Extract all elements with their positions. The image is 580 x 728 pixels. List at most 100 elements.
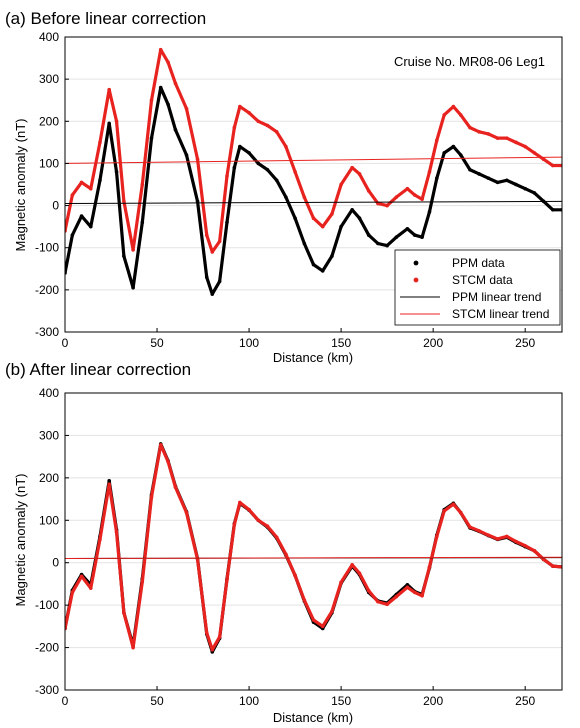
panel-a-stcm-data-point bbox=[195, 157, 200, 162]
panel-a-stcm-data-point bbox=[435, 138, 439, 143]
panel-b-series-1-point bbox=[435, 534, 439, 539]
panel-a-ppm-data-point bbox=[486, 176, 491, 180]
panel-a-stcm-data-point bbox=[385, 203, 389, 208]
panel-a-ppm-data-point bbox=[217, 279, 222, 284]
panel-b-y-tick-label: 0 bbox=[52, 556, 59, 570]
panel-a-stcm-data-point bbox=[149, 98, 154, 103]
panel-b-series-1-point bbox=[451, 502, 456, 506]
panel-a-ppm-data-point bbox=[330, 254, 334, 258]
panel-b-series-0-point bbox=[405, 582, 410, 587]
panel-a-y-tick-label: 300 bbox=[39, 72, 59, 86]
panel-a-y-tick-label: 400 bbox=[39, 30, 59, 44]
panel-b-y-tick-label: 200 bbox=[39, 471, 59, 485]
panel-a-stcm-data-point bbox=[350, 165, 354, 170]
panel-a-stcm-data-point bbox=[523, 144, 527, 149]
panel-a-ppm-data-point bbox=[149, 136, 154, 140]
panel-a-ppm-data-point bbox=[173, 127, 178, 132]
panel-a-stcm-data-point bbox=[468, 125, 472, 130]
panel-a-stcm-data-point bbox=[210, 250, 215, 254]
panel-a-stcm-data-point bbox=[311, 216, 316, 221]
panel-a-ppm-data-point bbox=[504, 178, 509, 183]
panel-b-y-axis-label: Magnetic anomaly (nT) bbox=[13, 474, 28, 607]
panel-a-ppm-data-point bbox=[140, 220, 145, 225]
panel-b-series-1-point bbox=[427, 565, 432, 569]
panel-b-series-1-point bbox=[330, 609, 334, 614]
panel-a-axes-frame bbox=[64, 36, 563, 333]
legend: PPM data STCM data PPM linear trend STCM… bbox=[394, 249, 561, 326]
panel-a-stcm-data-point bbox=[477, 130, 481, 134]
panel-a-ppm-data-point bbox=[131, 285, 135, 290]
panel-a-ppm-data-point bbox=[184, 153, 189, 157]
panel-b-series-1-point bbox=[274, 535, 279, 540]
panel-b-series-0-point bbox=[107, 479, 111, 483]
panel-a-ppm-data-point bbox=[412, 233, 417, 237]
panel-a-ppm-data-point bbox=[477, 172, 481, 176]
panel-b-series-1-point bbox=[550, 564, 555, 568]
panel-b-y-tick-label: -100 bbox=[35, 598, 59, 612]
panel-a-plot-area bbox=[65, 47, 562, 296]
panel-a-stcm-data-point bbox=[232, 125, 237, 130]
panel-a-ppm-data-point bbox=[88, 224, 93, 229]
legend-marker-ppm-data bbox=[413, 260, 419, 266]
panel-b-series-1-point bbox=[225, 577, 229, 582]
panel-a-stcm-data-point bbox=[88, 186, 93, 191]
panel-a-ppm-data-point bbox=[311, 262, 316, 267]
panel-a-stcm-data-point bbox=[173, 81, 178, 86]
panel-a-y-tick-label: 0 bbox=[52, 199, 59, 213]
panel-b-series-1-point bbox=[385, 602, 389, 607]
legend-marker-stcm-data bbox=[413, 277, 419, 283]
panel-a-x-tick-label: 50 bbox=[150, 336, 164, 350]
panel-a-ppm-data-point bbox=[405, 226, 410, 231]
panel-a-ppm-data-point bbox=[427, 210, 432, 214]
panel-b-y-tick-label: 300 bbox=[39, 428, 59, 442]
panel-a-ppm-data-point bbox=[442, 151, 446, 155]
panel-b-series-1-point bbox=[458, 510, 463, 515]
panel-a-stcm-data-point bbox=[412, 193, 417, 197]
legend-label-stcm-data: STCM data bbox=[452, 273, 513, 287]
panel-b-series-1-point bbox=[131, 645, 135, 650]
panel-b-series-1-point bbox=[339, 580, 343, 585]
panel-a-ppm-data-point bbox=[247, 151, 251, 155]
panel-b-series-1-point bbox=[122, 610, 126, 615]
legend-item-ppm-trend: PPM linear trend bbox=[400, 290, 541, 304]
panel-b-series-1-point bbox=[204, 630, 209, 635]
panel-a-stcm-data-point bbox=[70, 193, 75, 197]
panel-a-ppm-data-point bbox=[284, 195, 288, 199]
panel-a-stcm-data-point bbox=[274, 130, 279, 134]
panel-a-ppm-data-point bbox=[514, 182, 518, 187]
panel-a-ppm-data-point bbox=[204, 275, 209, 280]
panel-a-ppm-data-point bbox=[225, 220, 229, 225]
panel-a-stcm-data-point bbox=[184, 106, 189, 111]
legend-label-ppm-data: PPM data bbox=[452, 256, 505, 270]
panel-b-series-1-point bbox=[394, 594, 399, 599]
panel-b-series-1-point bbox=[405, 585, 410, 590]
panel-a-ppm-data-point bbox=[166, 102, 170, 107]
panel-b-series-1-point bbox=[523, 543, 527, 548]
legend-label-ppm-trend: PPM linear trend bbox=[452, 290, 541, 304]
panel-b-series-1-point bbox=[238, 500, 242, 505]
panel-a-stcm-data-point bbox=[166, 60, 170, 65]
panel-a-stcm-data-point bbox=[504, 136, 509, 140]
panel-a-ppm-data-point bbox=[458, 153, 463, 157]
panel-b-series-1-point bbox=[486, 533, 491, 537]
panel-a-stcm-linear-trend-line bbox=[65, 156, 562, 164]
panel-b-series-1-point bbox=[158, 442, 163, 447]
panel-b-series-1-point bbox=[88, 586, 93, 590]
panel-b-title: (b) After linear correction bbox=[5, 360, 191, 379]
panel-b-x-tick-label: 250 bbox=[515, 694, 535, 708]
panel-a-y-tick-label: 200 bbox=[39, 114, 59, 128]
panel-a-stcm-data-point bbox=[442, 113, 446, 117]
panel-a-stcm-data-point bbox=[405, 186, 410, 191]
panel-b-series-1-point bbox=[532, 549, 537, 553]
panel-a-ppm-data-point bbox=[302, 241, 307, 246]
panel-b-series-1-point bbox=[114, 530, 119, 534]
panel-a-stcm-data-point bbox=[302, 195, 307, 199]
panel-b-series-1-point bbox=[247, 507, 251, 512]
panel-b-y-tick-label: 400 bbox=[39, 386, 59, 400]
panel-a-stcm-data-point bbox=[458, 113, 463, 117]
panel-b-series-1-point bbox=[140, 580, 145, 584]
panel-a-title: (a) Before linear correction bbox=[5, 9, 206, 28]
panel-a-ppm-data-point bbox=[293, 216, 297, 221]
panel-a-stcm-data-point bbox=[284, 144, 288, 149]
panel-a-ppm-data-point bbox=[238, 144, 242, 149]
